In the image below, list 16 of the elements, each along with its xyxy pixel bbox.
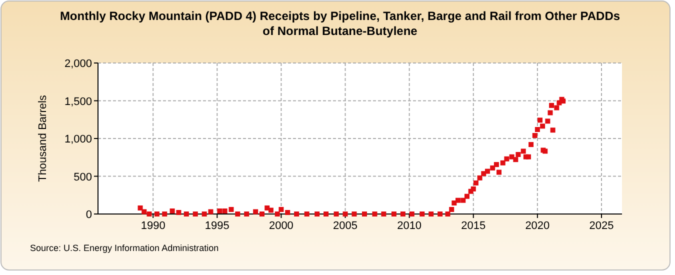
x-tick-label: 2010 [397,220,422,232]
x-tick-label: 2020 [525,220,550,232]
y-tick-label: 0 [86,209,92,221]
chart-title: Monthly Rocky Mountain (PADD 4) Receipts by Pipeline, Tanker, Barge and Rail from Other PADDs of Normal Butane-Butylene [60,9,620,38]
x-tick-label: 2000 [268,220,294,232]
y-tick-label: 2,000 [64,58,92,70]
y-tick-label: 500 [74,171,92,184]
source-note: Source: U.S. Energy Information Administration [30,243,219,253]
x-tick-label: 1990 [140,220,166,232]
y-axis-title: Thousand Barrels [37,94,49,182]
x-tick-label: 2015 [461,220,486,232]
y-tick-label: 1,500 [64,96,92,108]
x-tick-label: 1995 [204,220,230,232]
y-tick-label: 1,000 [64,134,92,146]
x-tick-label: 2025 [589,220,614,232]
x-tick-label: 2005 [333,220,358,232]
